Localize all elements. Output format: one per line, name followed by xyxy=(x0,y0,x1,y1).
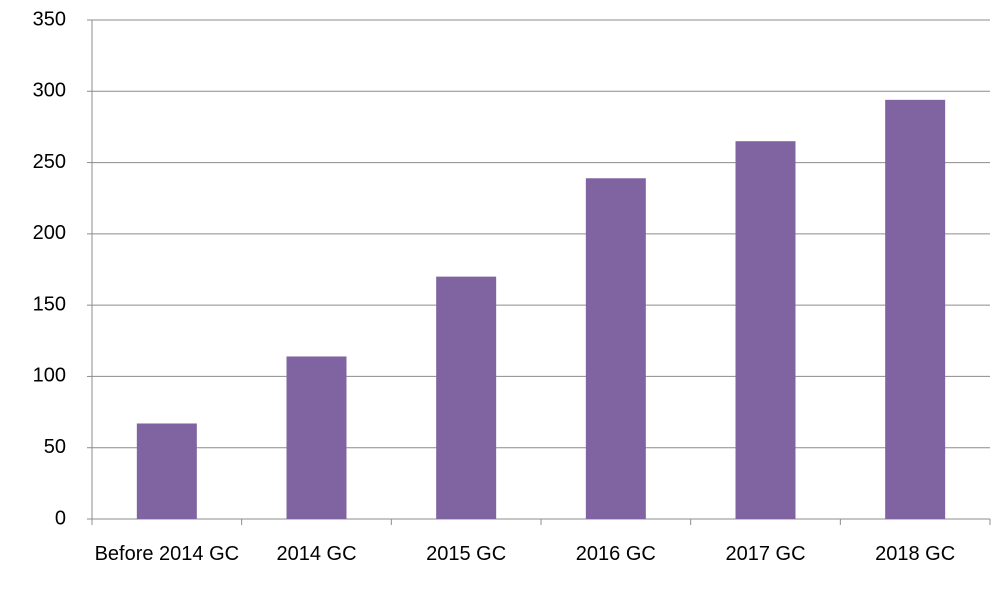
y-tick-label: 150 xyxy=(33,293,66,315)
y-tick-label: 250 xyxy=(33,151,66,173)
bar xyxy=(136,423,197,519)
y-tick-label: 50 xyxy=(44,436,66,458)
y-tick-label: 0 xyxy=(55,507,66,529)
bar xyxy=(735,141,796,519)
x-tick-label: 2014 GC xyxy=(276,543,357,565)
y-tick-label: 350 xyxy=(33,8,66,30)
bar xyxy=(436,276,497,519)
x-tick-label: 2015 GC xyxy=(426,543,507,565)
x-tick-label: 2016 GC xyxy=(575,543,656,565)
x-tick-label: 2017 GC xyxy=(725,543,806,565)
y-tick-label: 300 xyxy=(33,80,66,102)
x-tick-label: 2018 GC xyxy=(875,543,956,565)
bar xyxy=(585,178,646,520)
y-tick-label: 200 xyxy=(33,222,66,244)
bar xyxy=(885,99,946,519)
y-tick-label: 100 xyxy=(33,365,66,387)
x-tick-label: Before 2014 GC xyxy=(94,543,240,565)
bar xyxy=(286,356,347,519)
